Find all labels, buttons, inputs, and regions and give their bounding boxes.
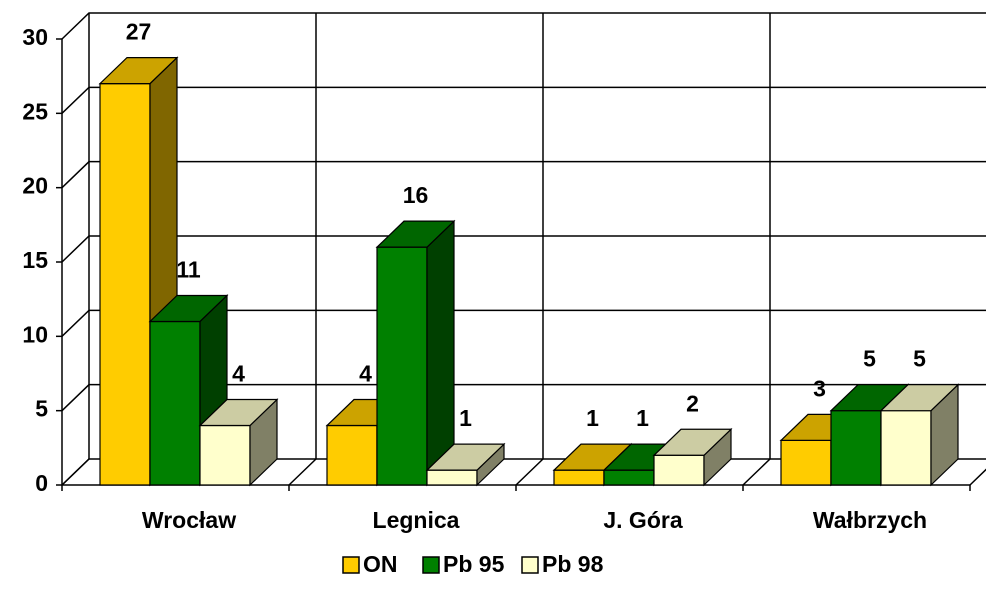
y-tick-label: 20 bbox=[22, 173, 48, 199]
data-label: 11 bbox=[176, 257, 201, 283]
floor-divider bbox=[288, 458, 317, 486]
bar bbox=[425, 442, 506, 487]
data-label: 3 bbox=[813, 375, 826, 401]
grid-line bbox=[61, 12, 986, 40]
bar-face bbox=[149, 320, 201, 486]
bar-face bbox=[830, 410, 882, 486]
floor-divider bbox=[742, 458, 771, 486]
data-label: 27 bbox=[126, 19, 152, 45]
bar-face bbox=[199, 424, 251, 486]
floor-divider bbox=[969, 468, 986, 486]
bar-face bbox=[98, 57, 179, 85]
data-label: 1 bbox=[459, 405, 472, 431]
legend-swatch bbox=[521, 556, 539, 574]
bar bbox=[375, 219, 456, 487]
bar-face bbox=[425, 443, 506, 471]
legend-label: Pb 95 bbox=[443, 551, 505, 577]
bar-face bbox=[198, 398, 279, 427]
data-label: 4 bbox=[359, 361, 372, 387]
bar-face bbox=[99, 83, 151, 486]
bar bbox=[198, 398, 279, 487]
data-label: 1 bbox=[636, 405, 649, 431]
x-tick-label: Legnica bbox=[373, 507, 460, 533]
x-tick-label: J. Góra bbox=[603, 507, 682, 533]
bar-face bbox=[880, 410, 932, 486]
grid-line bbox=[61, 160, 986, 189]
data-label: 2 bbox=[686, 390, 699, 416]
legend-swatch bbox=[422, 556, 440, 574]
bar-face bbox=[426, 219, 455, 487]
floor-divider bbox=[61, 458, 90, 486]
legend-swatch bbox=[342, 556, 360, 574]
bar-face bbox=[653, 454, 705, 486]
y-tick-label: 10 bbox=[22, 321, 48, 347]
bar-face bbox=[426, 469, 478, 486]
data-label: 5 bbox=[863, 346, 876, 372]
data-label: 4 bbox=[232, 361, 245, 387]
bar bbox=[879, 383, 960, 487]
y-tick-label: 15 bbox=[22, 247, 48, 273]
bar-face bbox=[652, 428, 733, 456]
y-tick-label: 25 bbox=[22, 98, 48, 124]
bar-face bbox=[375, 220, 456, 248]
floor-divider bbox=[515, 458, 544, 486]
bar bbox=[652, 427, 733, 487]
data-label: 5 bbox=[913, 346, 926, 372]
legend-label: Pb 98 bbox=[542, 551, 604, 577]
bar-face bbox=[148, 294, 229, 323]
bar-face bbox=[780, 439, 832, 486]
grid-line bbox=[61, 86, 986, 114]
bar-face bbox=[553, 469, 605, 486]
x-tick-label: Wałbrzych bbox=[813, 507, 927, 533]
bar-face bbox=[879, 384, 960, 412]
y-tick-label: 0 bbox=[35, 470, 48, 496]
y-tick-label: 5 bbox=[35, 396, 48, 422]
bar-face bbox=[376, 246, 428, 486]
y-tick-label: 30 bbox=[22, 24, 48, 50]
bar-face bbox=[326, 424, 378, 486]
data-label: 16 bbox=[403, 182, 429, 208]
bar-face bbox=[603, 469, 655, 486]
x-tick-label: Wrocław bbox=[142, 507, 236, 533]
legend-label: ON bbox=[363, 551, 398, 577]
data-label: 1 bbox=[586, 405, 599, 431]
